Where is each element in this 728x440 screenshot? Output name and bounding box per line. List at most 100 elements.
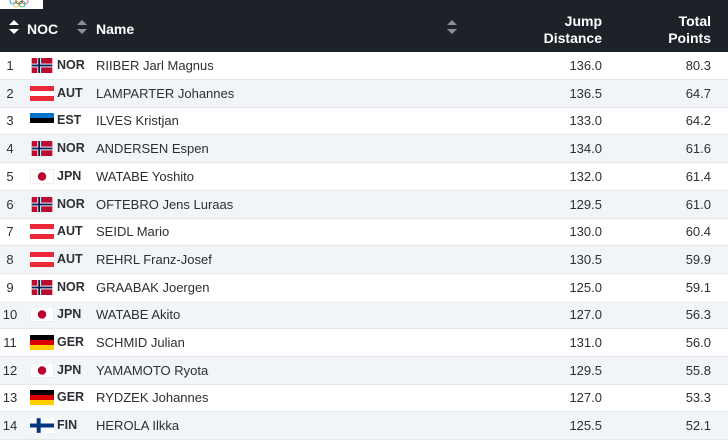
- total-points-cell: 60.4: [685, 224, 711, 240]
- total-points-header-line1[interactable]: Total: [678, 13, 711, 29]
- athlete-name-cell[interactable]: REHRL Franz-Josef: [96, 251, 212, 267]
- austria-flag-icon: [30, 224, 54, 240]
- jump-distance-cell: 129.5: [569, 362, 602, 378]
- noc-cell: GER: [57, 390, 85, 405]
- athlete-name-cell[interactable]: HEROLA Ilkka: [96, 418, 180, 434]
- norway-flag-icon: [30, 141, 54, 157]
- total-points-cell: 61.4: [685, 168, 711, 184]
- athlete-name-cell[interactable]: ILVES Kristjan: [96, 113, 179, 129]
- jump-distance-cell: 125.5: [569, 418, 602, 434]
- rank-cell: 9: [6, 279, 14, 295]
- sort-jump-icon[interactable]: [447, 20, 457, 39]
- noc-cell: FIN: [57, 418, 78, 433]
- sort-name-icon[interactable]: [77, 20, 87, 39]
- germany-flag-icon: [30, 335, 54, 350]
- noc-cell: NOR: [57, 141, 85, 156]
- table-row[interactable]: 2 AUT LAMPARTER Johannes 136.5 64.7: [0, 79, 728, 108]
- norway-flag-icon: [30, 58, 54, 73]
- table-row[interactable]: 5 JPN WATABE Yoshito 132.0 61.4: [0, 163, 728, 191]
- athlete-name-cell[interactable]: WATABE Akito: [96, 307, 181, 323]
- athlete-name-cell[interactable]: RYDZEK Johannes: [96, 390, 209, 406]
- jump-distance-cell: 125.0: [569, 279, 602, 295]
- jump-distance-cell: 136.5: [569, 85, 602, 101]
- table-row[interactable]: 10 JPN WATABE Akito 127.0 56.3: [0, 301, 728, 330]
- total-points-header-line2[interactable]: Points: [668, 30, 711, 46]
- noc-cell: GER: [57, 335, 85, 349]
- name-column-header[interactable]: Name: [96, 21, 135, 37]
- total-points-cell: 53.3: [685, 390, 711, 406]
- total-points-cell: 59.1: [685, 279, 711, 295]
- total-points-cell: 80.3: [685, 58, 711, 73]
- table-row[interactable]: 6 NOR OFTEBRO Jens Luraas 129.5 61.0: [0, 190, 728, 219]
- athlete-name-cell[interactable]: OFTEBRO Jens Luraas: [96, 196, 234, 212]
- noc-cell: NOR: [57, 279, 85, 294]
- norway-flag-icon: [30, 196, 54, 212]
- rank-cell: 14: [2, 418, 18, 434]
- athlete-name-cell[interactable]: GRAABAK Joergen: [96, 279, 210, 295]
- rank-cell: 7: [6, 224, 14, 240]
- table-row[interactable]: 11 GER SCHMID Julian 131.0 56.0: [0, 329, 728, 357]
- athlete-name-cell[interactable]: WATABE Yoshito: [96, 168, 195, 184]
- rank-cell: 13: [2, 390, 18, 406]
- table-row[interactable]: 13 GER RYDZEK Johannes 127.0 53.3: [0, 384, 728, 413]
- noc-cell: EST: [57, 113, 82, 128]
- jump-distance-cell: 131.0: [569, 335, 602, 350]
- jump-distance-cell: 136.0: [569, 58, 602, 73]
- jump-distance-cell: 134.0: [569, 141, 602, 157]
- japan-flag-icon: [30, 307, 54, 323]
- rank-cell: 11: [3, 335, 17, 350]
- jump-distance-cell: 127.0: [569, 307, 602, 323]
- total-points-cell: 61.0: [685, 196, 711, 212]
- rank-cell: 4: [6, 141, 14, 157]
- noc-cell: NOR: [57, 196, 85, 211]
- athlete-name-cell[interactable]: YAMAMOTO Ryota: [96, 362, 209, 378]
- estonia-flag-icon: [30, 113, 54, 129]
- total-points-cell: 55.8: [685, 362, 711, 378]
- total-points-cell: 64.2: [685, 113, 711, 129]
- noc-column-header[interactable]: NOC: [27, 21, 59, 37]
- table-row[interactable]: 12 JPN YAMAMOTO Ryota 129.5 55.8: [0, 356, 728, 385]
- rank-cell: 5: [6, 168, 14, 184]
- rank-cell: 12: [2, 362, 18, 378]
- total-points-cell: 64.7: [685, 85, 711, 101]
- jump-distance-cell: 130.0: [569, 224, 602, 240]
- table-row[interactable]: 8 AUT REHRL Franz-Josef 130.5 59.9: [0, 245, 728, 274]
- table-row[interactable]: 4 NOR ANDERSEN Espen 134.0 61.6: [0, 135, 728, 164]
- table-header: NOC Name Jump Distance Total Points: [0, 0, 728, 52]
- jump-distance-header-line2[interactable]: Distance: [543, 30, 602, 46]
- athlete-name-cell[interactable]: SEIDL Mario: [96, 224, 170, 240]
- noc-cell: AUT: [57, 85, 83, 100]
- austria-flag-icon: [30, 85, 54, 101]
- athlete-name-cell[interactable]: ANDERSEN Espen: [96, 141, 209, 157]
- athlete-name-cell[interactable]: SCHMID Julian: [96, 335, 185, 350]
- jump-distance-header-line1[interactable]: Jump: [564, 13, 602, 29]
- rank-cell: 8: [6, 251, 14, 267]
- austria-flag-icon: [30, 251, 54, 267]
- sort-noc-icon[interactable]: [9, 20, 19, 39]
- noc-cell: NOR: [57, 58, 85, 72]
- total-points-cell: 52.1: [685, 418, 711, 434]
- table-row[interactable]: 7 AUT SEIDL Mario 130.0 60.4: [0, 218, 728, 247]
- table-row[interactable]: 9 NOR GRAABAK Joergen 125.0 59.1: [0, 274, 728, 302]
- athlete-name-cell[interactable]: LAMPARTER Johannes: [96, 85, 235, 101]
- total-points-cell: 56.0: [685, 335, 711, 350]
- norway-flag-icon: [30, 279, 54, 295]
- rank-cell: 3: [6, 113, 14, 129]
- noc-cell: AUT: [57, 251, 83, 266]
- noc-cell: JPN: [57, 362, 82, 377]
- athlete-name-cell[interactable]: RIIBER Jarl Magnus: [96, 58, 214, 73]
- jump-distance-cell: 127.0: [569, 390, 602, 406]
- total-points-cell: 59.9: [685, 251, 711, 267]
- jump-distance-cell: 133.0: [569, 113, 602, 129]
- total-points-cell: 61.6: [685, 141, 711, 157]
- jump-distance-cell: 129.5: [569, 196, 602, 212]
- jump-distance-cell: 132.0: [569, 168, 602, 184]
- table-row[interactable]: 3 EST ILVES Kristjan 133.0 64.2: [0, 107, 728, 136]
- noc-cell: JPN: [57, 168, 82, 183]
- table-row[interactable]: 14 FIN HEROLA Ilkka 125.5 52.1: [0, 412, 728, 440]
- table-row[interactable]: 1 NOR RIIBER Jarl Magnus 136.0 80.3: [0, 52, 728, 80]
- rank-cell: 1: [6, 58, 14, 73]
- jump-distance-cell: 130.5: [569, 251, 602, 267]
- total-points-cell: 56.3: [685, 307, 711, 323]
